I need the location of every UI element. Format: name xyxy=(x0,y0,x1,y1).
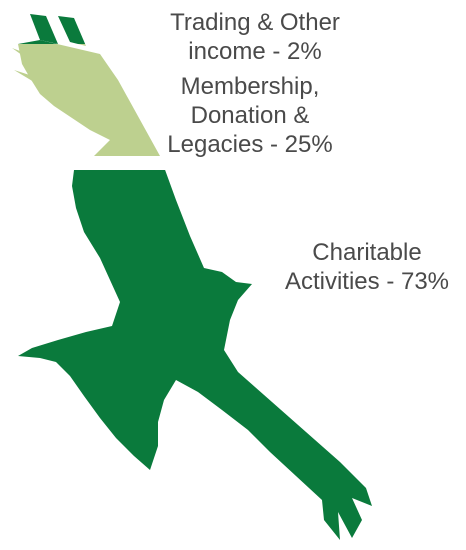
label-membership: Membership, Donation & Legacies - 25% xyxy=(145,72,355,159)
label-trading-line2: income - 2% xyxy=(188,38,322,65)
label-membership-line1: Membership, xyxy=(180,73,320,100)
label-charitable-line2: Activities - 73% xyxy=(284,268,450,295)
label-trading: Trading & Other income - 2% xyxy=(150,8,360,66)
label-trading-line1: Trading & Other xyxy=(170,9,340,36)
label-membership-line2: Donation & xyxy=(190,102,310,129)
label-membership-line3: Legacies - 25% xyxy=(167,131,333,158)
label-charitable-line1: Charitable xyxy=(312,239,422,266)
label-charitable: Charitable Activities - 73% xyxy=(262,238,466,296)
